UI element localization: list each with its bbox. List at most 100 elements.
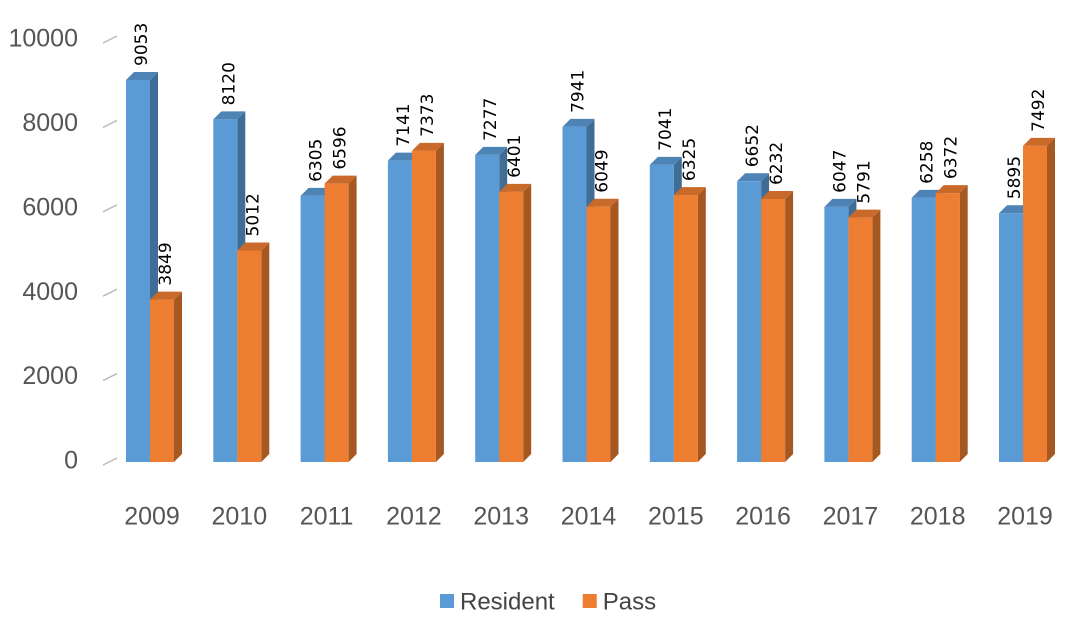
tick-mark [102, 372, 118, 382]
bar-top [737, 173, 770, 182]
bar-top [673, 187, 706, 196]
y-tick-label: 8000 [22, 109, 78, 137]
bar [499, 191, 524, 462]
x-tick-label: 2018 [910, 503, 966, 531]
bar [848, 217, 873, 462]
value-label: 7492 [1029, 89, 1049, 132]
bar-top [150, 291, 182, 300]
x-tick-label: 2013 [473, 503, 529, 531]
x-tick-label: 2014 [561, 503, 617, 531]
y-tick-label: 10000 [8, 25, 78, 53]
bar-top [761, 191, 794, 200]
bar-top [237, 242, 270, 251]
bar-top [324, 175, 357, 184]
bar-side [1047, 137, 1055, 463]
bar [562, 126, 587, 462]
bar-side [523, 183, 532, 462]
bar [824, 206, 849, 462]
y-tick-label: 0 [64, 447, 78, 475]
x-tick-label: 2015 [648, 503, 704, 531]
value-label: 5791 [854, 160, 874, 203]
bar [999, 213, 1023, 462]
value-label: 5012 [243, 193, 263, 236]
value-label: 6258 [918, 141, 938, 184]
bar [126, 79, 150, 462]
bar [911, 197, 936, 462]
bar-top [411, 142, 444, 151]
bar-side [959, 185, 968, 462]
legend-swatch [582, 594, 597, 608]
value-label: 3849 [156, 242, 176, 285]
bar [150, 299, 174, 462]
value-label: 6232 [767, 142, 787, 185]
bar [761, 199, 786, 463]
x-tick-label: 2017 [823, 503, 879, 531]
bar [324, 183, 349, 462]
bar-top [213, 111, 246, 120]
tick-mark [102, 35, 118, 44]
value-label: 7373 [418, 94, 438, 137]
legend-label: Resident [460, 588, 555, 615]
bar-side [610, 198, 619, 463]
value-label: 7141 [394, 103, 414, 146]
legend-swatch [440, 594, 454, 608]
bar-top [935, 185, 968, 194]
value-label: 6305 [307, 139, 327, 182]
bar [387, 160, 412, 463]
bar-top [562, 118, 595, 127]
value-label: 8120 [219, 62, 239, 105]
x-tick-label: 2012 [386, 503, 442, 531]
bar [673, 195, 698, 462]
bar [475, 154, 500, 463]
bar [935, 193, 960, 462]
x-tick-label: 2016 [735, 503, 791, 531]
bar-top [848, 209, 881, 218]
bar-side [174, 291, 182, 462]
legend-label: Pass [603, 588, 656, 615]
value-label: 5895 [1005, 156, 1025, 199]
bar-side [261, 242, 270, 462]
bar-side [785, 191, 794, 463]
value-label: 7041 [656, 108, 676, 151]
tick-mark [102, 288, 118, 297]
tick-mark [102, 204, 118, 213]
bar-side [872, 209, 881, 462]
bar-top [499, 183, 532, 192]
value-label: 6372 [942, 136, 962, 179]
value-label: 6596 [331, 126, 351, 169]
bar-top [475, 146, 508, 155]
tick-mark [102, 119, 118, 129]
x-tick-label: 2011 [300, 503, 354, 531]
value-label: 6325 [680, 138, 700, 181]
bar-side [697, 187, 706, 462]
bar [213, 119, 238, 462]
bar [237, 250, 262, 462]
tick-mark [102, 457, 118, 466]
bar-top [649, 156, 682, 165]
value-label: 6652 [743, 124, 763, 167]
bar-top [824, 198, 857, 207]
bar [737, 181, 762, 463]
value-label: 7277 [481, 98, 501, 141]
y-tick-label: 6000 [22, 193, 78, 221]
value-label: 6047 [830, 150, 850, 193]
y-tick-label: 4000 [22, 278, 78, 306]
bar [586, 206, 611, 462]
x-tick-label: 2009 [124, 503, 180, 531]
x-tick-label: 2019 [997, 503, 1053, 531]
y-tick-label: 2000 [22, 362, 78, 390]
bar [1023, 145, 1047, 463]
bar-top [1023, 137, 1055, 146]
x-tick-label: 2010 [211, 503, 267, 531]
value-label: 9053 [132, 23, 152, 66]
value-label: 7941 [569, 70, 589, 113]
bar-top [126, 71, 158, 80]
bar [411, 150, 436, 462]
value-label: 6049 [593, 149, 613, 192]
bar-side [348, 175, 357, 462]
bar [649, 164, 674, 462]
bar-side [435, 142, 444, 462]
value-label: 6401 [505, 135, 525, 178]
bar [300, 195, 325, 462]
